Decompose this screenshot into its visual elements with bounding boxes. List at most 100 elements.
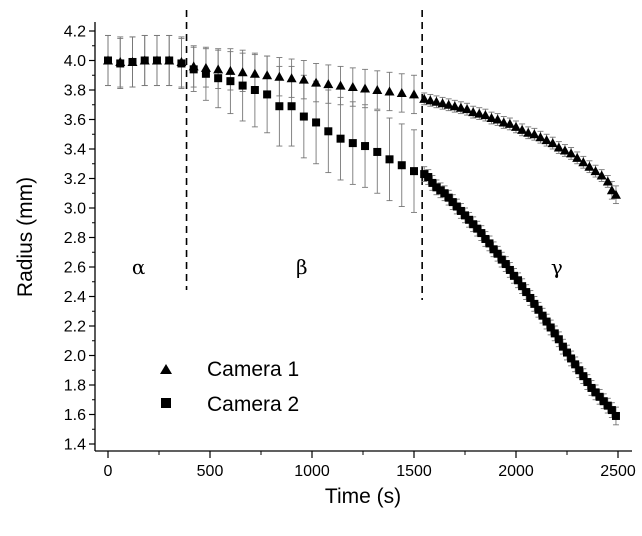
camera-2-point bbox=[324, 127, 333, 136]
camera-1-point bbox=[572, 152, 583, 162]
camera-2-point bbox=[397, 161, 406, 170]
camera-1-point bbox=[225, 65, 236, 75]
camera-2-point bbox=[575, 366, 584, 375]
camera-2-point bbox=[469, 220, 478, 229]
camera-2-point bbox=[361, 142, 370, 151]
camera-2-point bbox=[275, 102, 284, 111]
camera-2-point bbox=[104, 56, 112, 65]
camera-2-point bbox=[485, 239, 494, 248]
phase-labels: α β γ bbox=[132, 255, 563, 279]
camera-1-point bbox=[492, 114, 503, 124]
camera-2-point bbox=[201, 69, 210, 78]
camera-2-point bbox=[140, 56, 149, 65]
camera-2-point bbox=[420, 170, 429, 179]
y-tick-label: 1.8 bbox=[64, 378, 86, 395]
phase-label: β bbox=[296, 255, 308, 279]
camera-2-point bbox=[373, 147, 382, 156]
camera-2-point bbox=[481, 234, 490, 243]
camera-1-point bbox=[584, 161, 595, 171]
camera-2-point bbox=[250, 86, 259, 94]
camera-2-point bbox=[436, 186, 445, 195]
camera-1-point bbox=[396, 87, 407, 97]
phase-label: γ bbox=[551, 255, 563, 279]
error-bars bbox=[105, 34, 619, 426]
camera-2-point bbox=[534, 305, 543, 314]
camera-1-point bbox=[200, 62, 211, 72]
camera-1-point bbox=[249, 68, 260, 78]
camera-2-point bbox=[567, 354, 576, 363]
camera-2-point bbox=[448, 198, 457, 207]
y-tick-label: 2.0 bbox=[64, 348, 86, 365]
camera-1-point bbox=[486, 113, 497, 123]
camera-1-point bbox=[480, 110, 491, 120]
camera-1-point bbox=[517, 124, 528, 134]
y-tick-label: 2.2 bbox=[64, 319, 86, 336]
x-tick-label: 500 bbox=[197, 463, 224, 480]
camera-2-point bbox=[385, 155, 394, 164]
camera-2-point bbox=[558, 342, 567, 351]
camera-2-point bbox=[550, 329, 559, 338]
camera-1-point bbox=[419, 93, 430, 103]
camera-1-point bbox=[474, 108, 485, 118]
camera-2-point bbox=[611, 411, 620, 420]
camera-2-point bbox=[444, 193, 453, 202]
camera-1-point bbox=[529, 129, 540, 139]
camera-1-point bbox=[547, 138, 558, 148]
camera-1-point bbox=[286, 73, 297, 83]
camera-1-point bbox=[511, 121, 521, 131]
x-tick-label: 1000 bbox=[294, 463, 330, 480]
camera-1-point bbox=[262, 70, 273, 80]
camera-1-point bbox=[449, 101, 460, 111]
y-tick-label: 3.6 bbox=[64, 112, 86, 129]
camera-2-point bbox=[509, 271, 518, 280]
camera-2-point bbox=[465, 215, 474, 224]
camera-1-point bbox=[590, 166, 601, 176]
camera-2-point bbox=[165, 56, 174, 65]
y-tick-label: 4.2 bbox=[64, 24, 86, 41]
camera-2-point bbox=[336, 134, 345, 143]
camera-2-point bbox=[501, 260, 510, 269]
camera-2-point bbox=[526, 293, 535, 302]
camera-2-point bbox=[518, 282, 527, 291]
camera-2-point bbox=[599, 397, 608, 406]
phase-boundaries bbox=[185, 10, 423, 300]
data-points bbox=[103, 55, 621, 420]
x-tick-label: 1500 bbox=[396, 463, 432, 480]
camera-1-point bbox=[372, 85, 383, 94]
camera-2-point bbox=[424, 173, 433, 182]
x-ticks: 0 500 1000 1500 2000 2500 bbox=[104, 451, 636, 480]
camera-2-point bbox=[452, 202, 461, 211]
camera-1-point bbox=[237, 67, 248, 77]
camera-1-point bbox=[409, 89, 419, 99]
camera-1-point bbox=[437, 98, 448, 108]
camera-1-point bbox=[443, 99, 454, 109]
camera-2-point bbox=[410, 167, 418, 176]
camera-2-point bbox=[489, 245, 498, 254]
camera-1-point bbox=[606, 185, 617, 195]
legend-label-camera-1: Camera 1 bbox=[207, 358, 299, 381]
camera-2-point bbox=[432, 183, 441, 192]
camera-2-point bbox=[214, 74, 223, 83]
camera-1-point bbox=[335, 80, 346, 90]
camera-2-point bbox=[579, 372, 588, 381]
camera-2-point bbox=[554, 335, 563, 344]
camera-1-point bbox=[578, 157, 589, 167]
camera-2-point bbox=[128, 57, 137, 66]
camera-2-point bbox=[530, 299, 539, 308]
camera-2-point bbox=[505, 265, 514, 274]
camera-1-point bbox=[455, 102, 466, 112]
camera-2-point bbox=[493, 249, 502, 258]
camera-1-point bbox=[347, 82, 358, 92]
camera-2-point bbox=[263, 90, 272, 99]
y-tick-label: 3.8 bbox=[64, 83, 86, 100]
x-tick-label: 2000 bbox=[498, 463, 534, 480]
camera-2-point bbox=[456, 206, 465, 215]
camera-2-point bbox=[546, 323, 555, 332]
legend-marker-camera-2 bbox=[161, 398, 171, 408]
camera-2-point bbox=[607, 406, 616, 415]
camera-1-point bbox=[384, 86, 395, 96]
y-tick-label: 1.4 bbox=[64, 437, 86, 454]
camera-1-point bbox=[298, 74, 309, 84]
camera-1-point bbox=[610, 189, 621, 199]
